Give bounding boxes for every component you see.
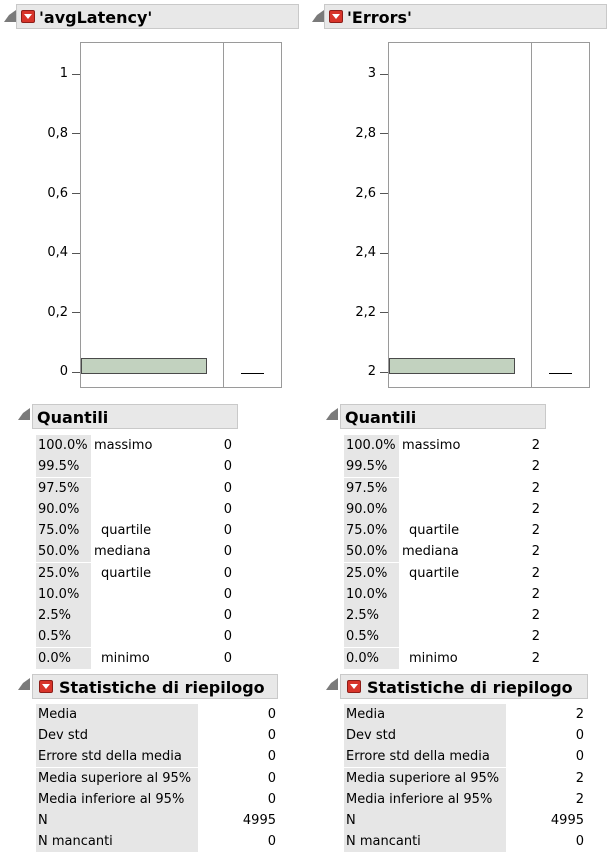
quantiles-header: Quantili bbox=[32, 404, 238, 429]
collapse-triangle-icon[interactable] bbox=[326, 408, 338, 420]
table-row: N mancanti 0 bbox=[36, 831, 276, 852]
table-row: 25.0% quartile 0 bbox=[36, 563, 242, 584]
y-tick-label: 2 bbox=[367, 364, 376, 379]
table-row: Errore std della media 0 bbox=[36, 746, 276, 767]
red-menu-button-icon[interactable] bbox=[329, 10, 343, 23]
table-row: Media superiore al 95% 2 bbox=[344, 768, 584, 789]
table-row: Dev std 0 bbox=[36, 725, 276, 746]
table-row: 0.5% 0 bbox=[36, 626, 242, 647]
table-row: 10.0% 0 bbox=[36, 584, 242, 605]
table-row: 75.0% quartile 0 bbox=[36, 520, 242, 541]
table-row: 97.5% 0 bbox=[36, 478, 242, 499]
table-row: Dev std 0 bbox=[344, 725, 584, 746]
panel-errors: 'Errors' 3 2,8 2,6 2,4 2,2 2 Quantili 10… bbox=[308, 0, 611, 855]
table-row: 0.0% minimo 2 bbox=[344, 648, 550, 669]
red-menu-button-icon[interactable] bbox=[39, 680, 53, 693]
red-menu-button-icon[interactable] bbox=[347, 680, 361, 693]
table-row: 99.5% 2 bbox=[344, 456, 550, 477]
summary-title: Statistiche di riepilogo bbox=[367, 678, 573, 697]
table-row: 50.0% mediana 2 bbox=[344, 541, 550, 562]
table-row: Media superiore al 95% 0 bbox=[36, 768, 276, 789]
table-row: Media inferiore al 95% 0 bbox=[36, 789, 276, 810]
plot-divider bbox=[531, 43, 532, 387]
table-row: 90.0% 0 bbox=[36, 499, 242, 520]
collapse-triangle-icon[interactable] bbox=[4, 10, 16, 22]
collapse-triangle-icon[interactable] bbox=[18, 408, 30, 420]
table-row: N mancanti 0 bbox=[344, 831, 584, 852]
table-row: 2.5% 0 bbox=[36, 605, 242, 626]
table-row: 0.5% 2 bbox=[344, 626, 550, 647]
table-row: 0.0% minimo 0 bbox=[36, 648, 242, 669]
table-row: Errore std della media 0 bbox=[344, 746, 584, 767]
table-row: 100.0% massimo 0 bbox=[36, 435, 242, 456]
report-header: 'Errors' bbox=[324, 4, 607, 29]
table-row: 90.0% 2 bbox=[344, 499, 550, 520]
table-row: 99.5% 0 bbox=[36, 456, 242, 477]
collapse-triangle-icon[interactable] bbox=[326, 678, 338, 690]
summary-header: Statistiche di riepilogo bbox=[340, 674, 588, 699]
y-tick-label: 0,8 bbox=[47, 126, 68, 141]
quantiles-title: Quantili bbox=[37, 408, 109, 427]
table-row: N 4995 bbox=[344, 810, 584, 831]
table-row: Media inferiore al 95% 2 bbox=[344, 789, 584, 810]
summary-title: Statistiche di riepilogo bbox=[59, 678, 265, 697]
y-tick-label: 3 bbox=[367, 66, 376, 81]
y-tick-label: 0,2 bbox=[47, 305, 68, 320]
table-row: 10.0% 2 bbox=[344, 584, 550, 605]
histogram-plot[interactable] bbox=[80, 42, 282, 388]
y-tick-label: 2,4 bbox=[355, 245, 376, 260]
table-row: 2.5% 2 bbox=[344, 605, 550, 626]
box-plot-line bbox=[241, 373, 264, 374]
y-tick-label: 2,8 bbox=[355, 126, 376, 141]
table-row: Media 0 bbox=[36, 704, 276, 725]
report-header: 'avgLatency' bbox=[16, 4, 299, 29]
histogram-bar[interactable] bbox=[81, 358, 207, 374]
table-row: 100.0% massimo 2 bbox=[344, 435, 550, 456]
y-tick-label: 1 bbox=[59, 66, 68, 81]
table-row: 25.0% quartile 2 bbox=[344, 563, 550, 584]
quantiles-title: Quantili bbox=[345, 408, 417, 427]
summary-header: Statistiche di riepilogo bbox=[32, 674, 278, 699]
table-row: 75.0% quartile 2 bbox=[344, 520, 550, 541]
histogram-plot[interactable] bbox=[388, 42, 590, 388]
quantiles-header: Quantili bbox=[340, 404, 546, 429]
histogram-bar[interactable] bbox=[389, 358, 515, 374]
y-tick-label: 0,6 bbox=[47, 186, 68, 201]
panel-avglatency: 'avgLatency' 1 0,8 0,6 0,4 0,2 0 Quantil… bbox=[0, 0, 305, 855]
y-tick-label: 0,4 bbox=[47, 245, 68, 260]
y-tick-label: 0 bbox=[59, 364, 68, 379]
table-row: 97.5% 2 bbox=[344, 478, 550, 499]
y-tick-label: 2,2 bbox=[355, 305, 376, 320]
report-title: 'Errors' bbox=[347, 8, 412, 27]
red-menu-button-icon[interactable] bbox=[21, 10, 35, 23]
box-plot-line bbox=[549, 373, 572, 374]
table-row: Media 2 bbox=[344, 704, 584, 725]
table-row: 50.0% mediana 0 bbox=[36, 541, 242, 562]
collapse-triangle-icon[interactable] bbox=[18, 678, 30, 690]
table-row: N 4995 bbox=[36, 810, 276, 831]
plot-divider bbox=[223, 43, 224, 387]
y-tick-label: 2,6 bbox=[355, 186, 376, 201]
report-title: 'avgLatency' bbox=[39, 8, 153, 27]
collapse-triangle-icon[interactable] bbox=[312, 10, 324, 22]
